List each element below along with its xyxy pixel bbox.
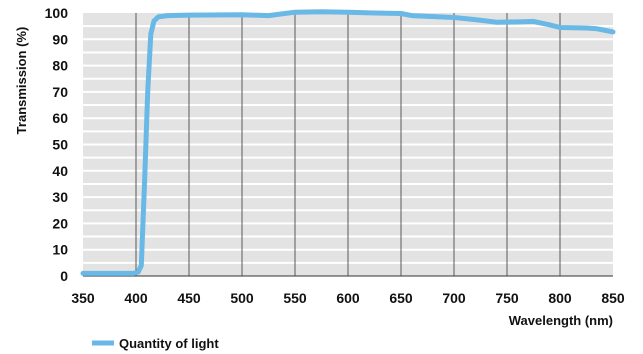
y-tick-labels: 0 10 20 30 40 50 60 70 80 90 100 bbox=[45, 5, 69, 284]
x-tick-label: 450 bbox=[177, 290, 201, 306]
x-tick-label: 750 bbox=[495, 290, 519, 306]
legend: Quantity of light bbox=[92, 336, 219, 351]
y-tick-label: 90 bbox=[52, 31, 68, 47]
x-tick-labels: 350 400 450 500 550 600 650 700 750 800 850 bbox=[71, 290, 625, 306]
series-line-quantity-of-light bbox=[80, 9, 616, 276]
x-tick-label: 600 bbox=[336, 290, 360, 306]
vertical-gridlines bbox=[135, 13, 561, 276]
y-tick-label: 0 bbox=[60, 268, 68, 284]
y-tick-label: 100 bbox=[45, 5, 69, 21]
y-tick-label: 10 bbox=[52, 242, 68, 258]
x-tick-label: 650 bbox=[389, 290, 413, 306]
y-axis-title: Transmission (%) bbox=[14, 27, 29, 135]
x-tick-label: 700 bbox=[442, 290, 466, 306]
legend-label: Quantity of light bbox=[119, 336, 219, 351]
x-tick-label: 400 bbox=[124, 290, 148, 306]
x-axis-title: Wavelength (nm) bbox=[509, 313, 613, 328]
x-tick-label: 850 bbox=[601, 290, 625, 306]
y-tick-label: 60 bbox=[52, 110, 68, 126]
y-tick-label: 80 bbox=[52, 58, 68, 74]
y-tick-label: 70 bbox=[52, 84, 68, 100]
y-tick-label: 40 bbox=[52, 163, 68, 179]
x-tick-label: 800 bbox=[548, 290, 572, 306]
y-tick-label: 30 bbox=[52, 189, 68, 205]
x-tick-label: 350 bbox=[71, 290, 95, 306]
y-tick-label: 20 bbox=[52, 215, 68, 231]
x-tick-label: 500 bbox=[230, 290, 254, 306]
x-tick-label: 550 bbox=[283, 290, 307, 306]
y-tick-label: 50 bbox=[52, 137, 68, 153]
